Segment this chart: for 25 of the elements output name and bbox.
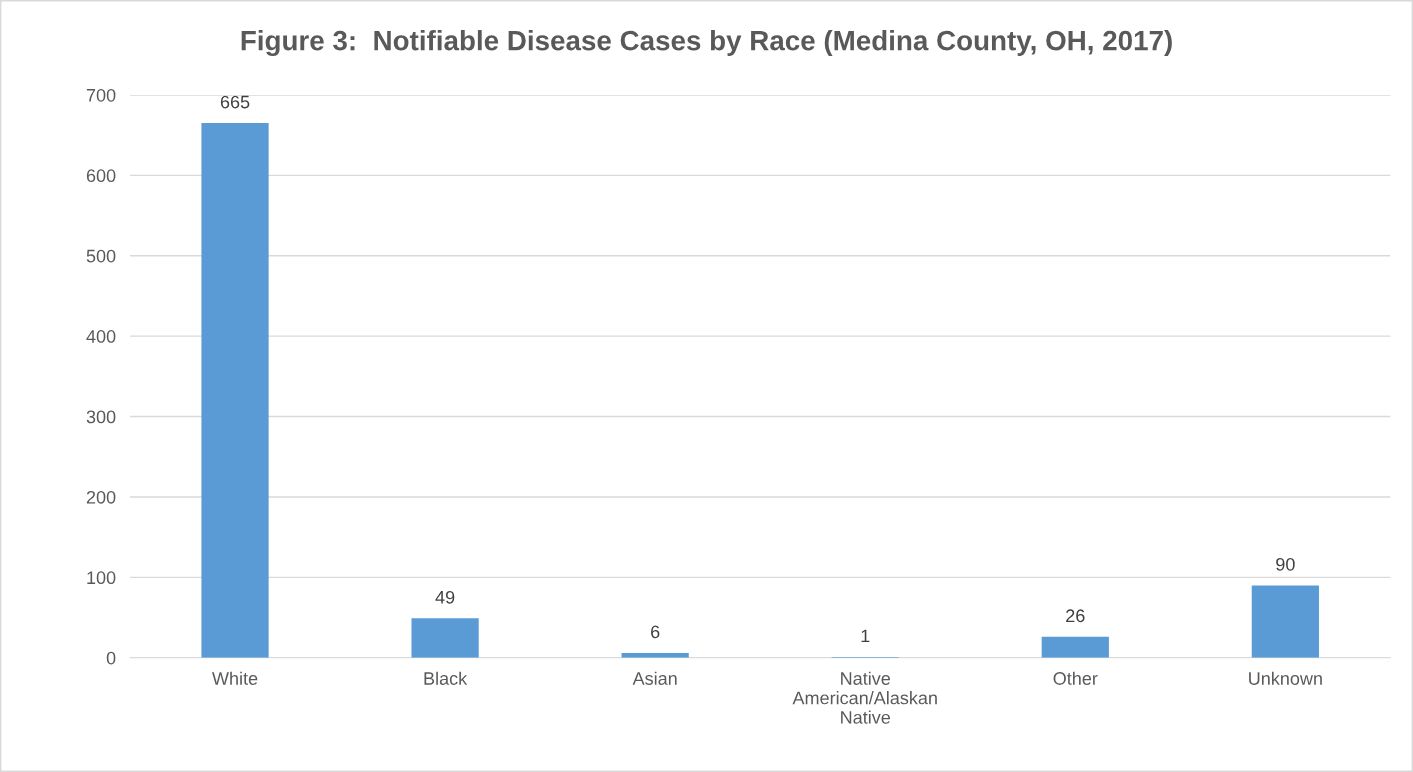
y-tick-label: 300: [86, 410, 116, 424]
y-tick-label: 400: [86, 330, 116, 343]
data-label: 49: [435, 590, 455, 604]
x-tick-label: Black: [424, 671, 468, 685]
data-label: 90: [1276, 557, 1295, 571]
y-tick-label: 700: [86, 88, 116, 102]
y-tick-label: 0: [106, 651, 116, 665]
y-tick-label: 600: [86, 169, 116, 183]
y-tick-label: 500: [86, 249, 116, 263]
x-tick-label: Other: [1053, 671, 1098, 685]
x-tick-label: Native American/Alaskan Native: [792, 671, 937, 724]
data-label: 26: [1066, 609, 1085, 623]
bar: [201, 123, 269, 658]
data-label: 6: [651, 625, 660, 639]
bar: [1251, 585, 1319, 658]
bar: [411, 618, 479, 658]
x-tick-label: Asian: [632, 671, 677, 685]
chart-title: Figure 3: Notifiable Disease Cases by Race (Medina County, OH, 2017): [241, 30, 1172, 57]
data-label: 1: [861, 629, 870, 643]
y-tick-label: 200: [86, 490, 116, 504]
y-tick-label: 100: [87, 571, 116, 585]
bar: [1041, 636, 1109, 658]
x-tick-label: White: [212, 671, 258, 685]
data-label: 665: [220, 95, 250, 109]
x-tick-label: Unknown: [1249, 671, 1322, 685]
